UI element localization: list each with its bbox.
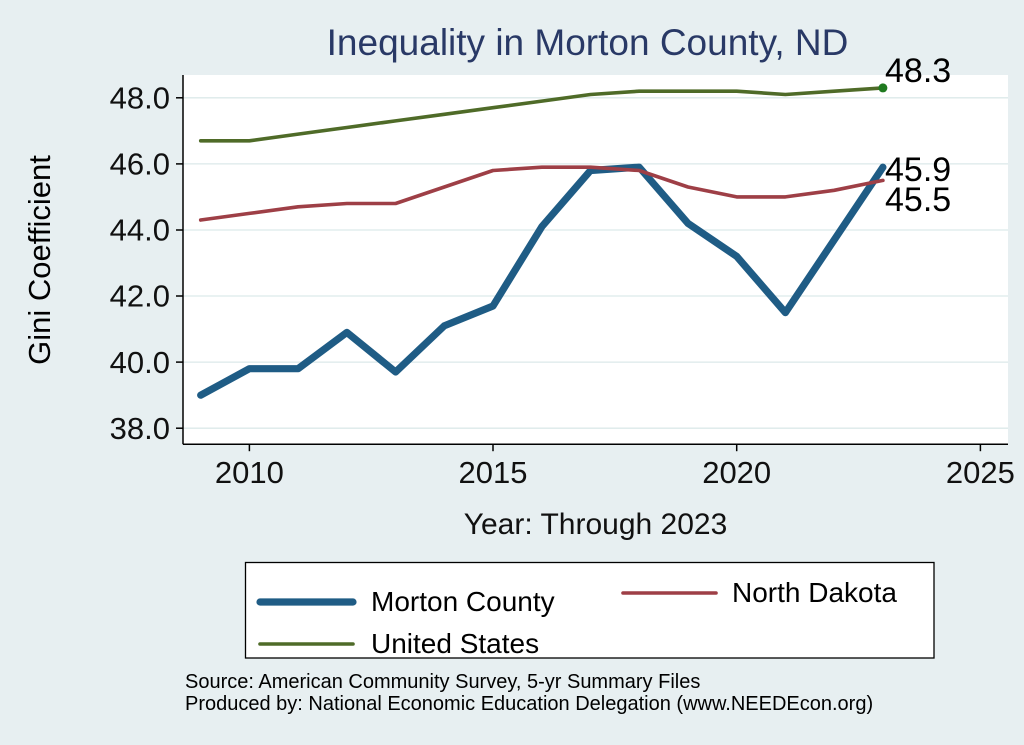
svg-text:Produced by: National Economic: Produced by: National Economic Education…: [185, 693, 873, 715]
svg-text:Source: American Community Sur: Source: American Community Survey, 5-yr …: [185, 671, 700, 693]
svg-text:Morton County: Morton County: [371, 586, 555, 617]
svg-text:United States: United States: [371, 628, 539, 659]
svg-text:North Dakota: North Dakota: [732, 577, 897, 608]
